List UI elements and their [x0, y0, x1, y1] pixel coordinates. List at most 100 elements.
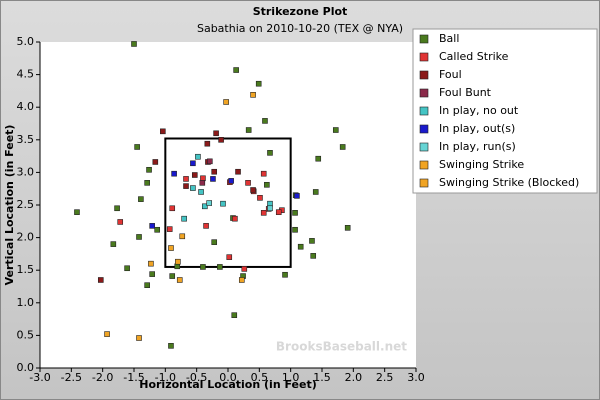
legend-swatch — [419, 160, 429, 170]
pitch-marker — [149, 223, 155, 229]
pitch-marker — [97, 277, 104, 283]
pitch-marker — [200, 175, 206, 182]
y-tick-label: 1.0 — [17, 296, 35, 309]
y-tick-label: 1.5 — [17, 263, 35, 276]
x-tick-label: -1.0 — [155, 371, 176, 384]
pitch-marker — [144, 180, 150, 186]
y-tick-label: 2.5 — [17, 198, 35, 211]
legend-label: Swinging Strike (Blocked) — [439, 176, 579, 189]
pitch-marker — [183, 176, 189, 182]
pitch-marker — [181, 215, 187, 222]
legend-swatch — [419, 106, 429, 116]
pitch-marker — [235, 168, 241, 175]
strike-zone — [164, 137, 292, 268]
x-axis-label: Horizontal Location (in Feet) — [139, 378, 317, 391]
pitch-marker — [136, 335, 142, 341]
pitch-marker — [169, 273, 176, 279]
y-tick-label: 0.0 — [17, 361, 35, 374]
pitch-marker — [117, 219, 124, 225]
pitch-marker — [168, 245, 174, 251]
pitch-marker — [211, 239, 218, 245]
pitch-marker — [255, 80, 262, 87]
pitch-marker — [267, 205, 273, 212]
legend-swatch — [419, 52, 429, 62]
pitch-marker — [262, 118, 268, 124]
pitch-marker — [191, 172, 198, 178]
pitch-marker — [210, 176, 216, 182]
chart-title: Strikezone Plot — [253, 5, 348, 18]
pitch-marker — [294, 193, 300, 199]
pitch-marker — [260, 170, 267, 177]
x-tick-label: 0.0 — [219, 371, 237, 384]
pitch-marker — [213, 130, 219, 137]
pitch-marker — [206, 200, 212, 206]
legend-swatch — [419, 124, 429, 134]
pitch-marker — [138, 196, 144, 202]
pitch-marker — [218, 137, 224, 143]
pitch-marker — [175, 258, 181, 265]
pitch-marker — [134, 144, 140, 150]
pitch-marker — [339, 144, 346, 150]
pitch-marker — [169, 205, 176, 212]
pitch-marker — [310, 253, 317, 259]
x-tick-label: 2.0 — [345, 371, 363, 384]
legend-box — [412, 28, 598, 194]
pitch-marker — [309, 238, 315, 244]
pitch-marker — [195, 153, 201, 160]
legend-label: Foul Bunt — [439, 86, 492, 99]
legend-label: Swinging Strike — [439, 158, 524, 171]
y-tick-label: 0.5 — [17, 328, 35, 341]
pitch-marker — [198, 189, 204, 195]
pitch-marker — [211, 168, 218, 175]
pitch-marker — [315, 155, 322, 162]
y-tick-label: 3.5 — [17, 133, 35, 146]
x-tick-label: -3.0 — [29, 371, 50, 384]
pitch-marker — [228, 178, 234, 184]
chart-subtitle: Sabathia on 2010-10-20 (TEX @ NYA) — [197, 22, 403, 35]
pitch-marker — [275, 209, 282, 215]
pitch-marker — [179, 233, 186, 240]
pitch-marker — [241, 266, 248, 272]
pitch-marker — [344, 225, 351, 231]
y-tick-label: 4.0 — [17, 100, 35, 113]
pitch-marker — [282, 271, 288, 278]
pitch-marker — [264, 181, 270, 188]
legend-swatch — [419, 142, 429, 152]
pitch-marker — [74, 209, 80, 215]
pitch-marker — [131, 41, 137, 47]
pitch-marker — [149, 271, 155, 277]
pitch-marker — [168, 343, 174, 349]
pitch-marker — [104, 331, 110, 337]
pitch-marker — [232, 215, 238, 222]
x-tick-label: 3.0 — [407, 371, 425, 384]
pitch-marker — [190, 185, 196, 191]
pitch-marker — [204, 140, 211, 147]
legend-swatch — [419, 34, 429, 44]
pitch-marker — [223, 99, 229, 105]
pitch-marker — [233, 67, 239, 73]
x-tick-label: 0.5 — [251, 371, 269, 384]
legend-swatch — [419, 88, 429, 98]
pitch-marker — [199, 180, 206, 186]
pitch-marker — [183, 183, 189, 189]
pitch-marker — [231, 312, 238, 318]
y-tick-label: 3.0 — [17, 165, 35, 178]
x-tick-label: 2.5 — [376, 371, 394, 384]
pitch-marker — [220, 200, 226, 207]
pitch-marker — [292, 210, 298, 216]
pitch-marker — [136, 234, 142, 240]
pitch-marker — [203, 223, 209, 229]
pitch-marker — [267, 150, 273, 156]
pitch-marker — [202, 203, 208, 210]
pitch-marker — [114, 205, 120, 212]
pitch-marker — [144, 282, 150, 288]
pitch-marker — [174, 263, 181, 270]
pitch-marker — [312, 189, 319, 195]
pitch-marker — [176, 277, 183, 283]
pitch-marker — [166, 226, 173, 232]
pitch-marker — [238, 277, 245, 283]
plot-area — [40, 42, 416, 368]
x-tick-label: -1.5 — [123, 371, 144, 384]
legend-label: In play, no out — [439, 104, 519, 117]
